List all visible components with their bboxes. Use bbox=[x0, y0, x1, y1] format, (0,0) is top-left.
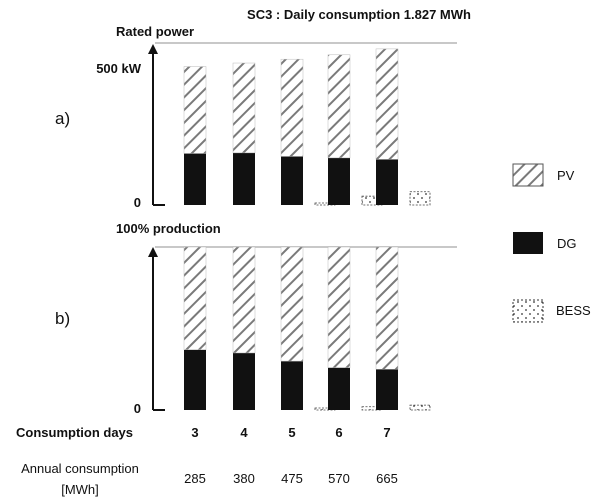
bar-pv-a-7 bbox=[375, 48, 399, 160]
bar-pv-a-6 bbox=[327, 54, 351, 159]
panel-a-tick-top: 500 kW bbox=[96, 61, 142, 76]
panel-b: 100% production 0 b) bbox=[55, 221, 457, 416]
annual-consumption-label: Annual consumption bbox=[21, 461, 139, 476]
legend-swatch-dg bbox=[513, 232, 543, 254]
annual-consumption-value: 380 bbox=[233, 471, 255, 486]
panel-a-ref-label: Rated power bbox=[116, 24, 194, 39]
annual-consumption-value: 570 bbox=[328, 471, 350, 486]
consumption-day-label: 5 bbox=[288, 425, 295, 440]
legend-label-pv: PV bbox=[557, 168, 575, 183]
chart-title: SC3 : Daily consumption 1.827 MWh bbox=[247, 7, 471, 22]
panel-a-axis-arrow bbox=[148, 44, 158, 54]
bar-dg-b-5 bbox=[281, 361, 303, 410]
legend-swatch-pv bbox=[512, 163, 544, 187]
consumption-days-label: Consumption days bbox=[16, 425, 133, 440]
panel-a-label: a) bbox=[55, 109, 70, 128]
bar-pv-b-4 bbox=[232, 246, 256, 354]
bar-pv-a-4 bbox=[232, 62, 256, 154]
consumption-day-label: 6 bbox=[335, 425, 342, 440]
bars-layer bbox=[183, 48, 431, 411]
legend-label-dg: DG bbox=[557, 236, 577, 251]
bar-bess-b-7 bbox=[409, 404, 431, 411]
bar-pv-b-7 bbox=[375, 246, 399, 370]
bar-pv-b-6 bbox=[327, 246, 351, 368]
panel-a-tick-zero: 0 bbox=[134, 195, 141, 210]
legend: PV DG BESS bbox=[512, 163, 591, 323]
bar-dg-b-6 bbox=[328, 367, 350, 410]
bar-pv-a-5 bbox=[280, 58, 304, 157]
annual-consumption-value: 475 bbox=[281, 471, 303, 486]
consumption-day-label: 3 bbox=[191, 425, 198, 440]
bar-dg-b-7 bbox=[376, 369, 398, 410]
consumption-day-label: 4 bbox=[240, 425, 248, 440]
bar-dg-a-6 bbox=[328, 157, 350, 205]
bar-pv-b-5 bbox=[280, 246, 304, 362]
annual-consumption-value: 665 bbox=[376, 471, 398, 486]
panel-a: Rated power 500 kW 0 a) bbox=[55, 24, 457, 210]
legend-swatch-bess bbox=[512, 299, 544, 323]
bar-dg-a-7 bbox=[376, 159, 398, 205]
legend-label-bess: BESS bbox=[556, 303, 591, 318]
panel-b-axis-arrow bbox=[148, 247, 158, 257]
bar-dg-a-4 bbox=[233, 152, 255, 205]
panel-b-ref-label: 100% production bbox=[116, 221, 221, 236]
bar-dg-b-4 bbox=[233, 352, 255, 410]
bar-dg-b-3 bbox=[184, 349, 206, 410]
bar-dg-a-5 bbox=[281, 156, 303, 205]
x-labels-layer: 3 4 5 6 7 285 380 475 570 665 bbox=[184, 425, 398, 486]
panel-b-tick-zero: 0 bbox=[134, 401, 141, 416]
annual-consumption-unit: [MWh] bbox=[61, 482, 99, 497]
consumption-day-label: 7 bbox=[383, 425, 390, 440]
bar-dg-a-3 bbox=[184, 153, 206, 205]
bar-pv-b-3 bbox=[183, 246, 207, 350]
panel-b-label: b) bbox=[55, 309, 70, 328]
annual-consumption-value: 285 bbox=[184, 471, 206, 486]
bar-bess-a-6 bbox=[361, 195, 383, 206]
bar-pv-a-3 bbox=[183, 66, 207, 154]
bar-bess-a-7 bbox=[409, 191, 431, 206]
